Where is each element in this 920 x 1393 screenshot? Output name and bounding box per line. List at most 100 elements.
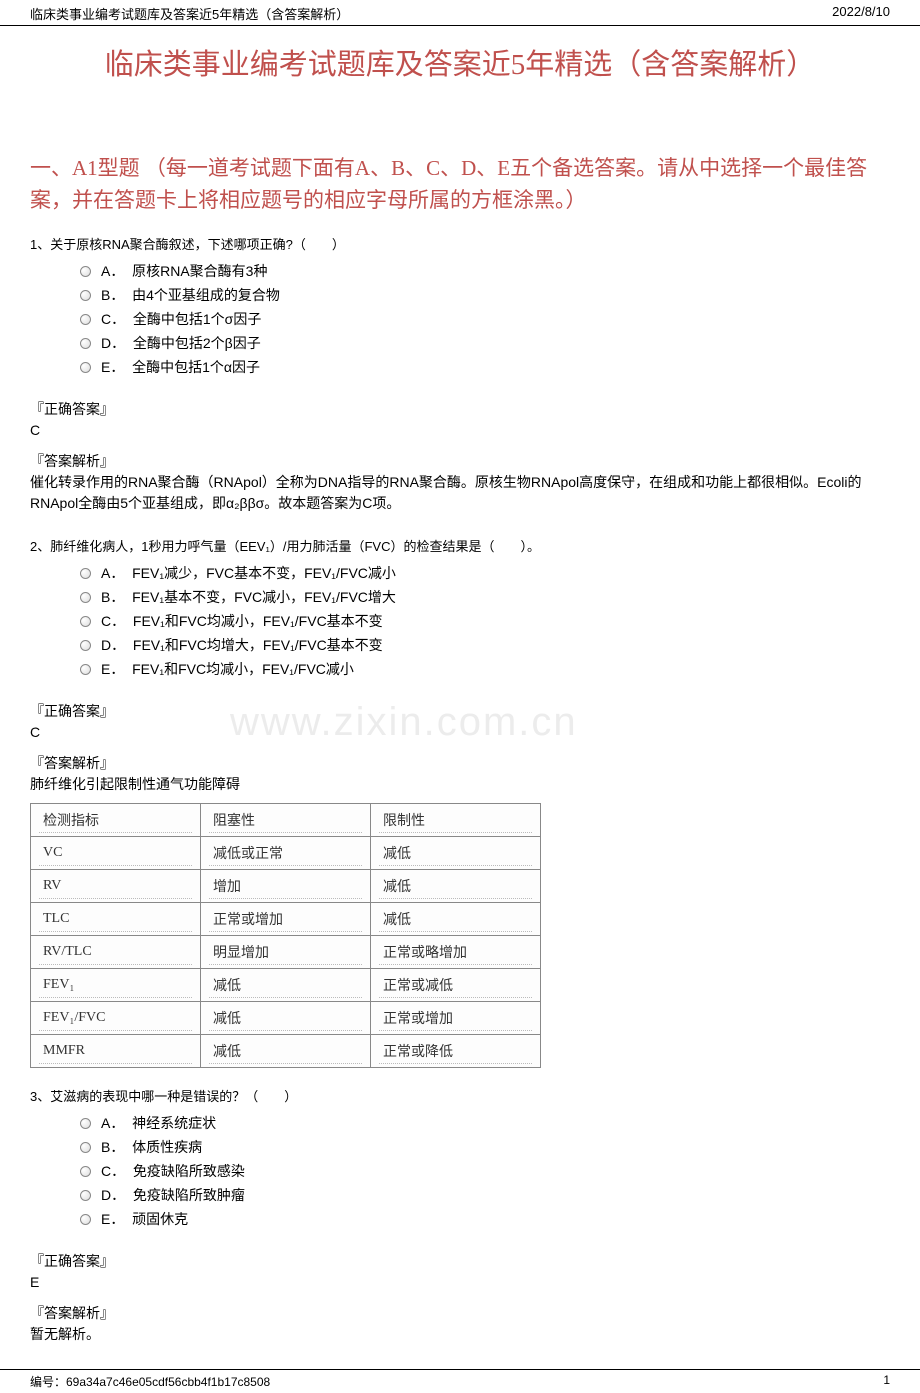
table-cell: 明显增加 [201, 936, 371, 969]
correct-answer-value: C [30, 722, 890, 743]
radio-icon[interactable] [80, 338, 91, 349]
table-header-cell: 阻塞性 [201, 804, 371, 837]
explanation-text: 暂无解析。 [30, 1324, 890, 1345]
option-a[interactable]: A． 原核RNA聚合酶有3种 [80, 261, 890, 281]
table-header-cell: 限制性 [371, 804, 541, 837]
table-cell: RV/TLC [31, 936, 201, 969]
options-list: A． FEV₁减少，FVC基本不变，FEV₁/FVC减小 B． FEV₁基本不变… [30, 563, 890, 679]
page-footer: 编号：69a34a7c46e05cdf56cbb4f1b17c8508 1 [0, 1369, 920, 1393]
option-label: A． FEV₁减少，FVC基本不变，FEV₁/FVC减小 [101, 563, 396, 583]
correct-answer-label: 『正确答案』 [30, 1251, 890, 1272]
radio-icon[interactable] [80, 362, 91, 373]
radio-icon[interactable] [80, 592, 91, 603]
table-row: TLC正常或增加减低 [31, 903, 541, 936]
option-c[interactable]: C． 全酶中包括1个σ因子 [80, 309, 890, 329]
comparison-table: 检测指标 阻塞性 限制性 VC减低或正常减低 RV增加减低 TLC正常或增加减低… [30, 803, 541, 1068]
table-cell: 减低 [201, 1035, 371, 1068]
header-left: 临床类事业编考试题库及答案近5年精选（含答案解析） [30, 4, 349, 23]
option-label: C． 免疫缺陷所致感染 [101, 1161, 245, 1181]
table-cell: RV [31, 870, 201, 903]
option-label: E． 顽固休克 [101, 1209, 188, 1229]
table-cell: 增加 [201, 870, 371, 903]
table-cell: 正常或增加 [371, 1002, 541, 1035]
option-label: D． 免疫缺陷所致肿瘤 [101, 1185, 245, 1205]
correct-answer-label: 『正确答案』 [30, 399, 890, 420]
radio-icon[interactable] [80, 1166, 91, 1177]
question-1: 1、关于原核RNA聚合酶叙述，下述哪项正确?（ ） A． 原核RNA聚合酶有3种… [0, 226, 920, 385]
option-label: E． FEV₁和FVC均减小，FEV₁/FVC减小 [101, 659, 354, 679]
explanation-label: 『答案解析』 [30, 451, 890, 472]
option-d[interactable]: D． FEV₁和FVC均增大，FEV₁/FVC基本不变 [80, 635, 890, 655]
correct-answer-value: E [30, 1272, 890, 1293]
option-label: D． 全酶中包括2个β因子 [101, 333, 261, 353]
footer-id: 编号：69a34a7c46e05cdf56cbb4f1b17c8508 [30, 1373, 270, 1390]
option-label: D． FEV₁和FVC均增大，FEV₁/FVC基本不变 [101, 635, 383, 655]
table-row: MMFR减低正常或降低 [31, 1035, 541, 1068]
radio-icon[interactable] [80, 1214, 91, 1225]
radio-icon[interactable] [80, 290, 91, 301]
table-row: FEV₁/FVC减低正常或增加 [31, 1002, 541, 1035]
option-e[interactable]: E． 顽固休克 [80, 1209, 890, 1229]
option-c[interactable]: C． 免疫缺陷所致感染 [80, 1161, 890, 1181]
option-label: B． 由4个亚基组成的复合物 [101, 285, 280, 305]
option-e[interactable]: E． FEV₁和FVC均减小，FEV₁/FVC减小 [80, 659, 890, 679]
answer-block-2: 『正确答案』 C 『答案解析』 肺纤维化引起限制性通气功能障碍 [0, 687, 920, 799]
question-3: 3、艾滋病的表现中哪一种是错误的？（ ） A． 神经系统症状 B． 体质性疾病 … [0, 1078, 920, 1237]
option-e[interactable]: E． 全酶中包括1个α因子 [80, 357, 890, 377]
options-list: A． 原核RNA聚合酶有3种 B． 由4个亚基组成的复合物 C． 全酶中包括1个… [30, 261, 890, 377]
option-b[interactable]: B． 由4个亚基组成的复合物 [80, 285, 890, 305]
table-cell: 减低 [201, 1002, 371, 1035]
radio-icon[interactable] [80, 1118, 91, 1129]
table-header-row: 检测指标 阻塞性 限制性 [31, 804, 541, 837]
table-row: VC减低或正常减低 [31, 837, 541, 870]
answer-block-1: 『正确答案』 C 『答案解析』 催化转录作用的RNA聚合酶（RNApol）全称为… [0, 385, 920, 518]
option-label: C． 全酶中包括1个σ因子 [101, 309, 261, 329]
radio-icon[interactable] [80, 664, 91, 675]
table-cell: VC [31, 837, 201, 870]
options-list: A． 神经系统症状 B． 体质性疾病 C． 免疫缺陷所致感染 D． 免疫缺陷所致… [30, 1113, 890, 1229]
radio-icon[interactable] [80, 616, 91, 627]
option-b[interactable]: B． 体质性疾病 [80, 1137, 890, 1157]
correct-answer-value: C [30, 420, 890, 441]
question-text: 3、艾滋病的表现中哪一种是错误的？（ ） [30, 1086, 890, 1105]
question-2: 2、肺纤维化病人，1秒用力呼气量（EEV₁）/用力肺活量（FVC）的检查结果是（… [0, 528, 920, 687]
option-a[interactable]: A． 神经系统症状 [80, 1113, 890, 1133]
table-cell: FEV₁ [31, 969, 201, 1002]
radio-icon[interactable] [80, 266, 91, 277]
option-d[interactable]: D． 免疫缺陷所致肿瘤 [80, 1185, 890, 1205]
table-row: RV/TLC明显增加正常或略增加 [31, 936, 541, 969]
table-cell: 正常或略增加 [371, 936, 541, 969]
page-number: 1 [883, 1373, 890, 1390]
option-label: A． 神经系统症状 [101, 1113, 216, 1133]
table-cell: FEV₁/FVC [31, 1002, 201, 1035]
option-label: C． FEV₁和FVC均减小，FEV₁/FVC基本不变 [101, 611, 383, 631]
explanation-label: 『答案解析』 [30, 1303, 890, 1324]
question-text: 2、肺纤维化病人，1秒用力呼气量（EEV₁）/用力肺活量（FVC）的检查结果是（… [30, 536, 890, 555]
table-cell: MMFR [31, 1035, 201, 1068]
table-cell: 正常或减低 [371, 969, 541, 1002]
header-date: 2022/8/10 [832, 4, 890, 23]
radio-icon[interactable] [80, 1142, 91, 1153]
option-a[interactable]: A． FEV₁减少，FVC基本不变，FEV₁/FVC减小 [80, 563, 890, 583]
answer-block-3: 『正确答案』 E 『答案解析』 暂无解析。 [0, 1237, 920, 1349]
option-d[interactable]: D． 全酶中包括2个β因子 [80, 333, 890, 353]
option-label: E． 全酶中包括1个α因子 [101, 357, 260, 377]
table-cell: 减低 [371, 837, 541, 870]
option-c[interactable]: C． FEV₁和FVC均减小，FEV₁/FVC基本不变 [80, 611, 890, 631]
table-cell: 减低 [371, 903, 541, 936]
page-header: 临床类事业编考试题库及答案近5年精选（含答案解析） 2022/8/10 [0, 0, 920, 26]
table-cell: 正常或降低 [371, 1035, 541, 1068]
radio-icon[interactable] [80, 314, 91, 325]
question-text: 1、关于原核RNA聚合酶叙述，下述哪项正确?（ ） [30, 234, 890, 253]
table-row: RV增加减低 [31, 870, 541, 903]
table-cell: 正常或增加 [201, 903, 371, 936]
option-label: A． 原核RNA聚合酶有3种 [101, 261, 267, 281]
table-header-cell: 检测指标 [31, 804, 201, 837]
option-b[interactable]: B． FEV₁基本不变，FVC减小，FEV₁/FVC增大 [80, 587, 890, 607]
radio-icon[interactable] [80, 568, 91, 579]
radio-icon[interactable] [80, 1190, 91, 1201]
radio-icon[interactable] [80, 640, 91, 651]
explanation-text: 催化转录作用的RNA聚合酶（RNApol）全称为DNA指导的RNA聚合酶。原核生… [30, 472, 890, 514]
correct-answer-label: 『正确答案』 [30, 701, 890, 722]
table-row: FEV₁减低正常或减低 [31, 969, 541, 1002]
